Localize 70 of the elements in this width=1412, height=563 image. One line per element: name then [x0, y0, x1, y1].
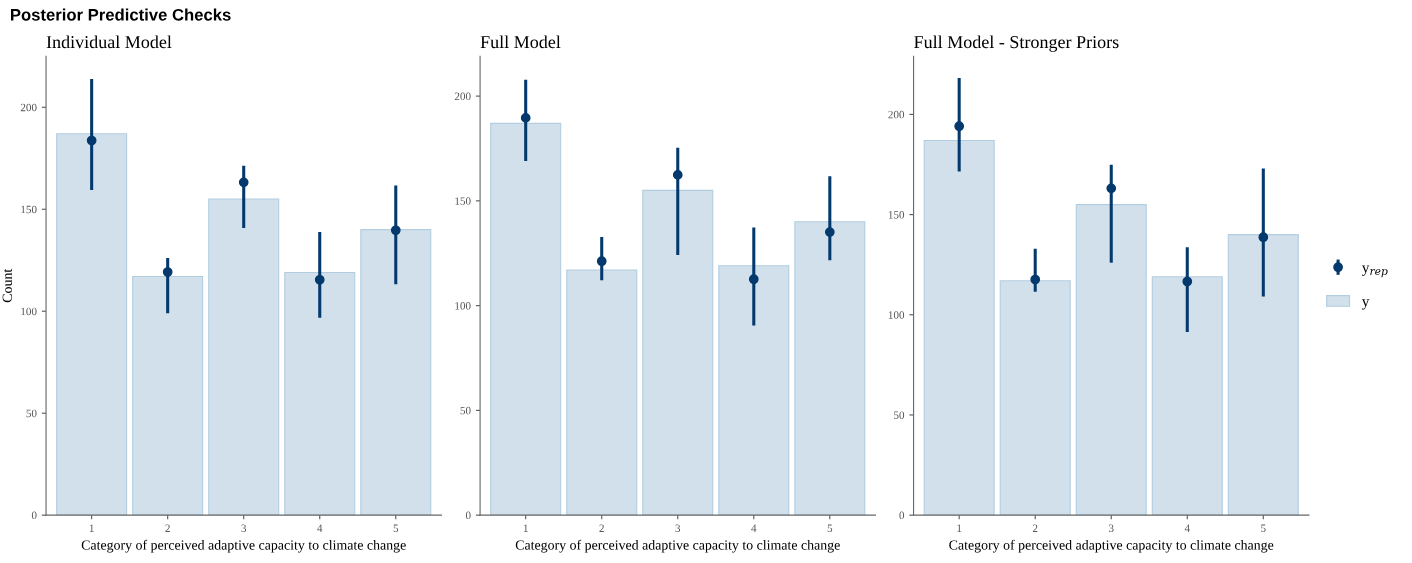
y-tick-label: 100 [888, 311, 905, 319]
y-tick-label: 0 [465, 511, 471, 520]
x-tick-label: 2 [1032, 524, 1038, 532]
x-tick-label: 5 [827, 524, 833, 532]
legend-label: y$_{rep}$ [1361, 265, 1388, 278]
x-tick-label: 2 [165, 524, 170, 532]
x-axis-title: Category of perceived adaptive capacity to climate change [515, 539, 840, 553]
point [1030, 274, 1041, 285]
y-tick-label: 150 [888, 211, 905, 219]
y-tick-label: 200 [20, 103, 37, 112]
bar [1151, 276, 1223, 516]
x-tick-label: 3 [675, 524, 681, 532]
x-tick-label: 5 [393, 524, 399, 532]
bar [999, 280, 1071, 516]
bar [1227, 234, 1299, 516]
chart-title: Full Model - Stronger Priors [914, 35, 1119, 52]
bar [923, 139, 995, 516]
chart-title: Full Model [480, 35, 561, 49]
y-tick-label: 150 [21, 205, 37, 214]
point [520, 113, 531, 123]
y-tick-label: 100 [21, 307, 37, 316]
x-tick-label: 4 [751, 524, 757, 532]
bar [56, 133, 128, 516]
x-axis-title: Category of perceived adaptive capacity to climate change [949, 539, 1274, 553]
bar [360, 229, 432, 516]
point [1106, 183, 1117, 194]
x-tick-label: 4 [1184, 524, 1190, 532]
point [1182, 276, 1193, 287]
y-tick-label: 200 [454, 92, 471, 101]
y-tick-label: 0 [31, 511, 37, 520]
point [314, 274, 325, 285]
y-tick-label: 50 [26, 409, 37, 418]
point [238, 177, 249, 188]
x-tick-label: 3 [241, 524, 247, 532]
y-tick-label: 0 [899, 511, 905, 520]
legend-label: y [1361, 299, 1370, 310]
chart-title: Individual Model [46, 35, 172, 49]
bar [208, 198, 280, 516]
point [390, 225, 401, 236]
point [824, 227, 835, 237]
point [86, 135, 97, 146]
x-axis-title: Category of perceived adaptive capacity to climate change [81, 539, 406, 553]
x-tick-label: 1 [523, 524, 528, 532]
point [748, 274, 759, 285]
y-tick-label: 150 [455, 197, 471, 205]
x-tick-label: 4 [317, 524, 323, 532]
x-tick-label: 2 [599, 524, 604, 532]
bar [490, 122, 562, 516]
y-tick-label: 50 [460, 406, 471, 415]
point [954, 121, 965, 132]
y-tick-label: 200 [888, 110, 905, 119]
bar [132, 275, 204, 516]
y-axis-title: Count [2, 268, 12, 303]
x-tick-label: 3 [1109, 524, 1114, 532]
bar [1075, 204, 1147, 516]
bar [284, 271, 356, 516]
bar [642, 189, 714, 516]
bar [566, 269, 638, 516]
bar [794, 221, 866, 516]
text: Posterior Predictive Checks [11, 8, 231, 21]
point [162, 267, 173, 277]
y-tick-label: 100 [455, 302, 471, 310]
point [1258, 232, 1269, 243]
bar [718, 265, 790, 516]
point [672, 170, 683, 180]
y-tick-label: 50 [894, 411, 905, 419]
x-tick-label: 1 [89, 524, 94, 532]
point [596, 256, 607, 267]
x-tick-label: 1 [957, 524, 962, 532]
x-tick-label: 5 [1261, 524, 1266, 532]
